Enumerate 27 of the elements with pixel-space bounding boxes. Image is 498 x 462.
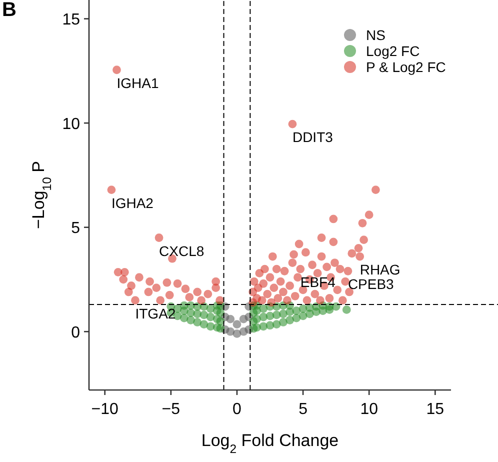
x-tick-label: 15 [426, 401, 444, 418]
legend-label: NS [366, 27, 386, 44]
annotation: DDIT3 [292, 129, 334, 146]
annotation: EBF4 [300, 274, 336, 290]
point [232, 330, 242, 338]
y-tick-label: 0 [71, 324, 80, 342]
x-tick-label: 10 [360, 401, 378, 418]
y-tick-label: 10 [62, 116, 80, 133]
annotation: CPEB3 [348, 276, 394, 292]
y-tick-label: 15 [62, 12, 80, 29]
annotation: RHAG [360, 262, 400, 278]
x-tick-label: −5 [162, 401, 180, 418]
x-tick-label: −10 [91, 401, 119, 418]
point [232, 320, 242, 328]
x-tick-label: 5 [298, 401, 308, 418]
legend-label: P & Log2 FC [366, 59, 446, 76]
point [226, 314, 235, 324]
annotation: CXCL8 [159, 242, 204, 259]
annotation: IGHA1 [116, 74, 159, 91]
annotation: ITGA2 [135, 305, 176, 322]
annotation: IGHA2 [111, 194, 154, 211]
legend-label: Log2 FC [366, 43, 420, 60]
x-axis-title: Log$_{2}$ Fold Change [201, 431, 339, 456]
text: B [2, 0, 16, 21]
x-tick-label: 0 [232, 401, 242, 418]
point [226, 327, 235, 336]
y-tick-label: 5 [71, 220, 80, 238]
